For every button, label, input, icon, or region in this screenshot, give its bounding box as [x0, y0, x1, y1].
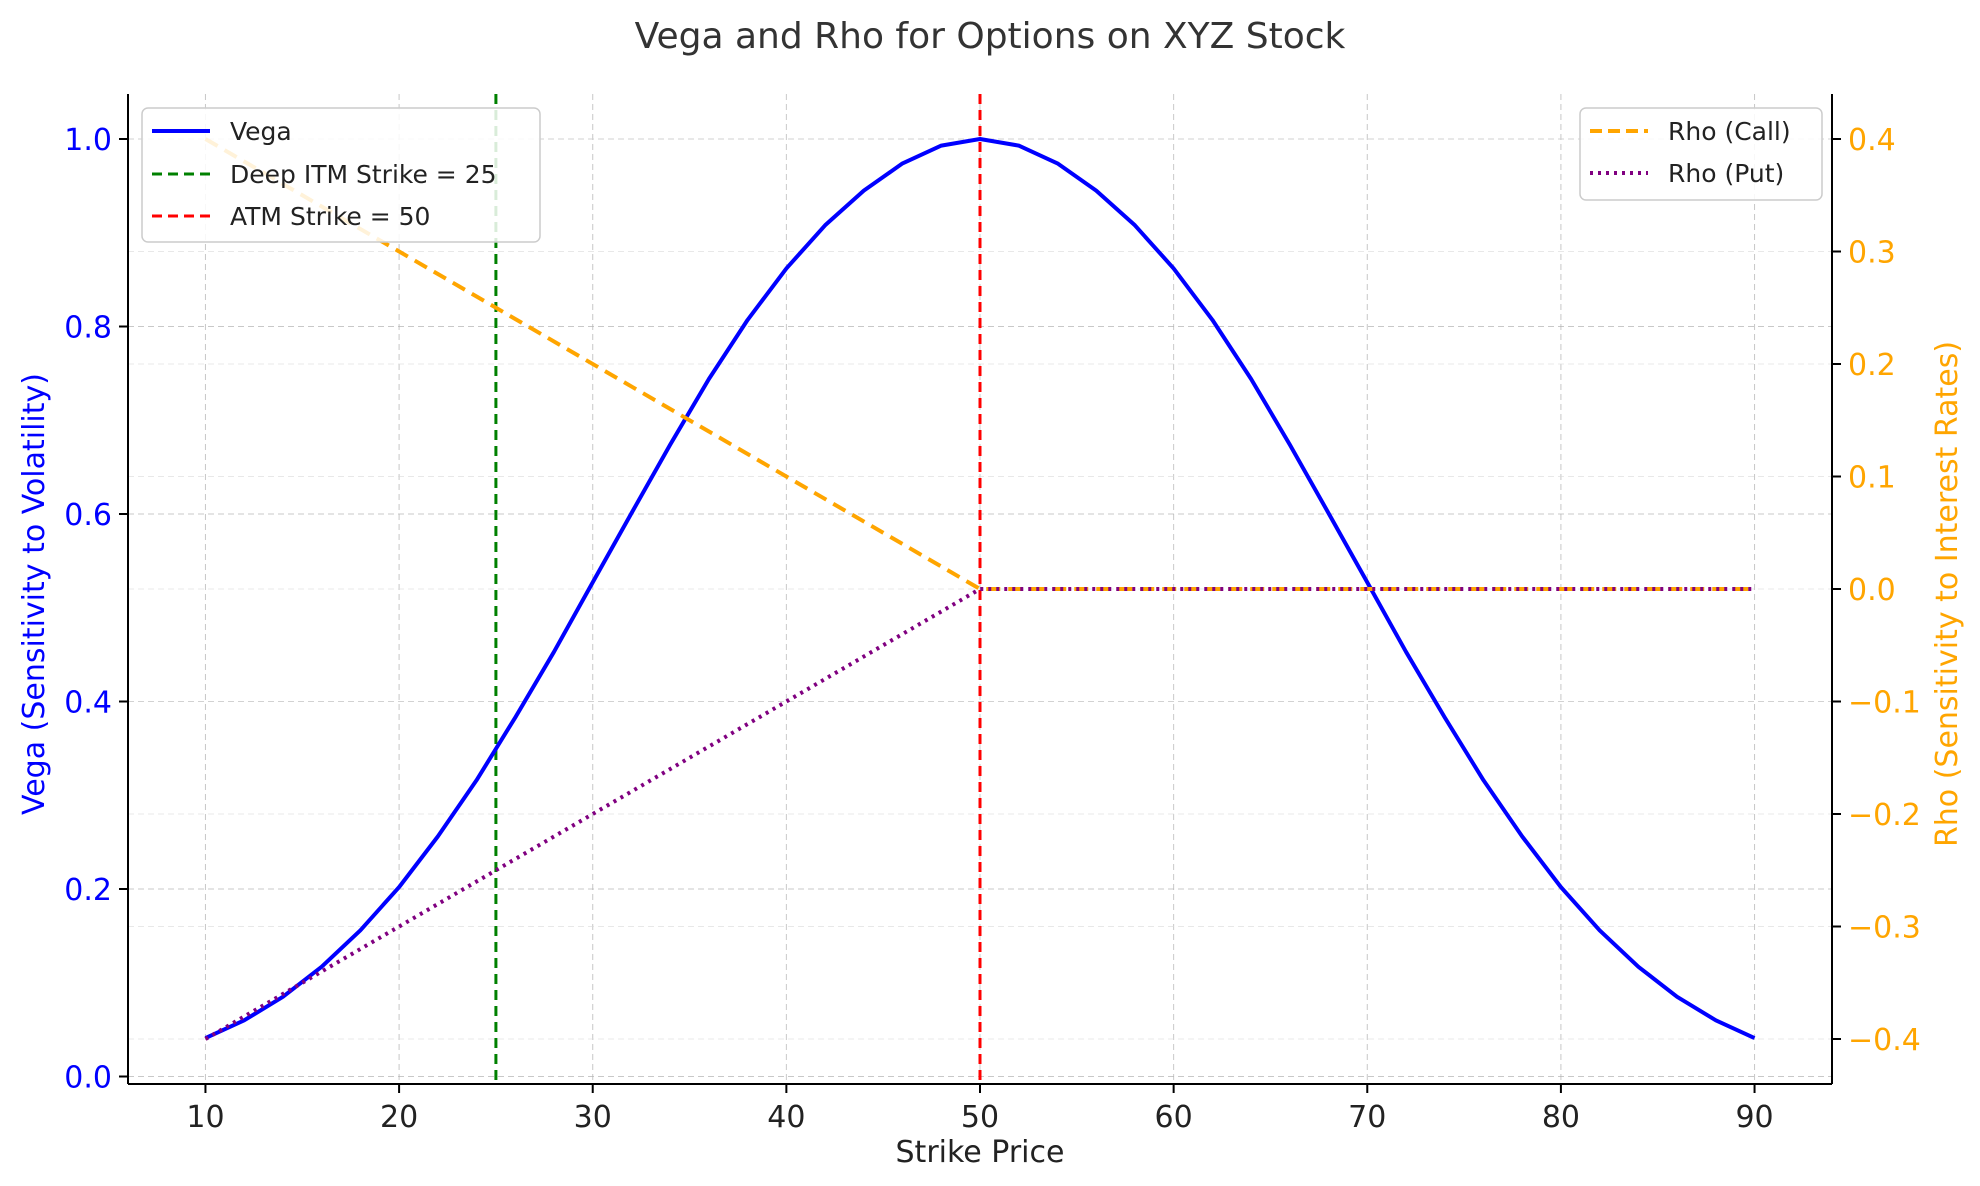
series-rho-call [204, 137, 1755, 591]
x-tick-label: 30 [574, 1100, 612, 1135]
y-left-axis-label: Vega (Sensitivity to Volatility) [17, 373, 52, 815]
y-right-tick-label: −0.1 [1848, 686, 1921, 721]
y-left-tick-label: 0.6 [64, 498, 112, 533]
series-rho-put [204, 587, 1755, 1041]
y-left-tick-label: 1.0 [64, 123, 112, 158]
y-right-tick-label: 0.0 [1848, 573, 1896, 608]
legend-atm-label: ATM Strike = 50 [230, 202, 430, 231]
x-tick-label: 60 [1155, 1100, 1193, 1135]
legend-vega-label: Vega [230, 117, 292, 146]
y-right-tick-label: 0.2 [1848, 348, 1896, 383]
series-vega [204, 137, 1756, 1040]
chart-title: Vega and Rho for Options on XYZ Stock [635, 16, 1346, 57]
x-tick-label: 70 [1348, 1100, 1386, 1135]
x-axis-label: Strike Price [896, 1135, 1065, 1170]
x-tick-label: 80 [1542, 1100, 1580, 1135]
y-right-axis-label: Rho (Sensitivity to Interest Rates) [1930, 341, 1965, 847]
x-tick-label: 40 [767, 1100, 805, 1135]
y-right-tick-label: −0.2 [1848, 798, 1921, 833]
plot-area [204, 94, 1756, 1084]
y-right-tick-label: −0.4 [1848, 1023, 1921, 1058]
x-tick-label: 20 [380, 1100, 418, 1135]
axes-group: 10 20 30 40 50 60 70 80 90 0.0 0.2 0.4 0.6 0.8 1.0 −0.4… [64, 94, 1921, 1135]
x-tick-label: 90 [1735, 1100, 1773, 1135]
y-left-tick-label: 0.0 [64, 1061, 112, 1096]
legend-left-box [141, 107, 541, 243]
legend-rho-call-label: Rho (Call) [1668, 117, 1791, 146]
y-right-tick-label: 0.1 [1848, 461, 1896, 496]
legend-right: Rho (Call) Rho (Put) [1579, 107, 1823, 201]
legend-right-box [1579, 107, 1823, 201]
y-left-tick-label: 0.4 [64, 686, 112, 721]
y-right-tick-label: 0.3 [1848, 236, 1896, 271]
y-left-tick-label: 0.2 [64, 873, 112, 908]
legend-rho-put-label: Rho (Put) [1668, 159, 1784, 188]
y-left-tick-label: 0.8 [64, 311, 112, 346]
y-right-tick-label: −0.3 [1848, 911, 1921, 946]
legend-itm-label: Deep ITM Strike = 25 [230, 160, 497, 189]
y-right-tick-label: 0.4 [1848, 123, 1896, 158]
x-tick-label: 50 [961, 1100, 999, 1135]
x-tick-label: 10 [186, 1100, 224, 1135]
legend-left: Vega Deep ITM Strike = 25 ATM Strike = 5… [141, 107, 541, 243]
